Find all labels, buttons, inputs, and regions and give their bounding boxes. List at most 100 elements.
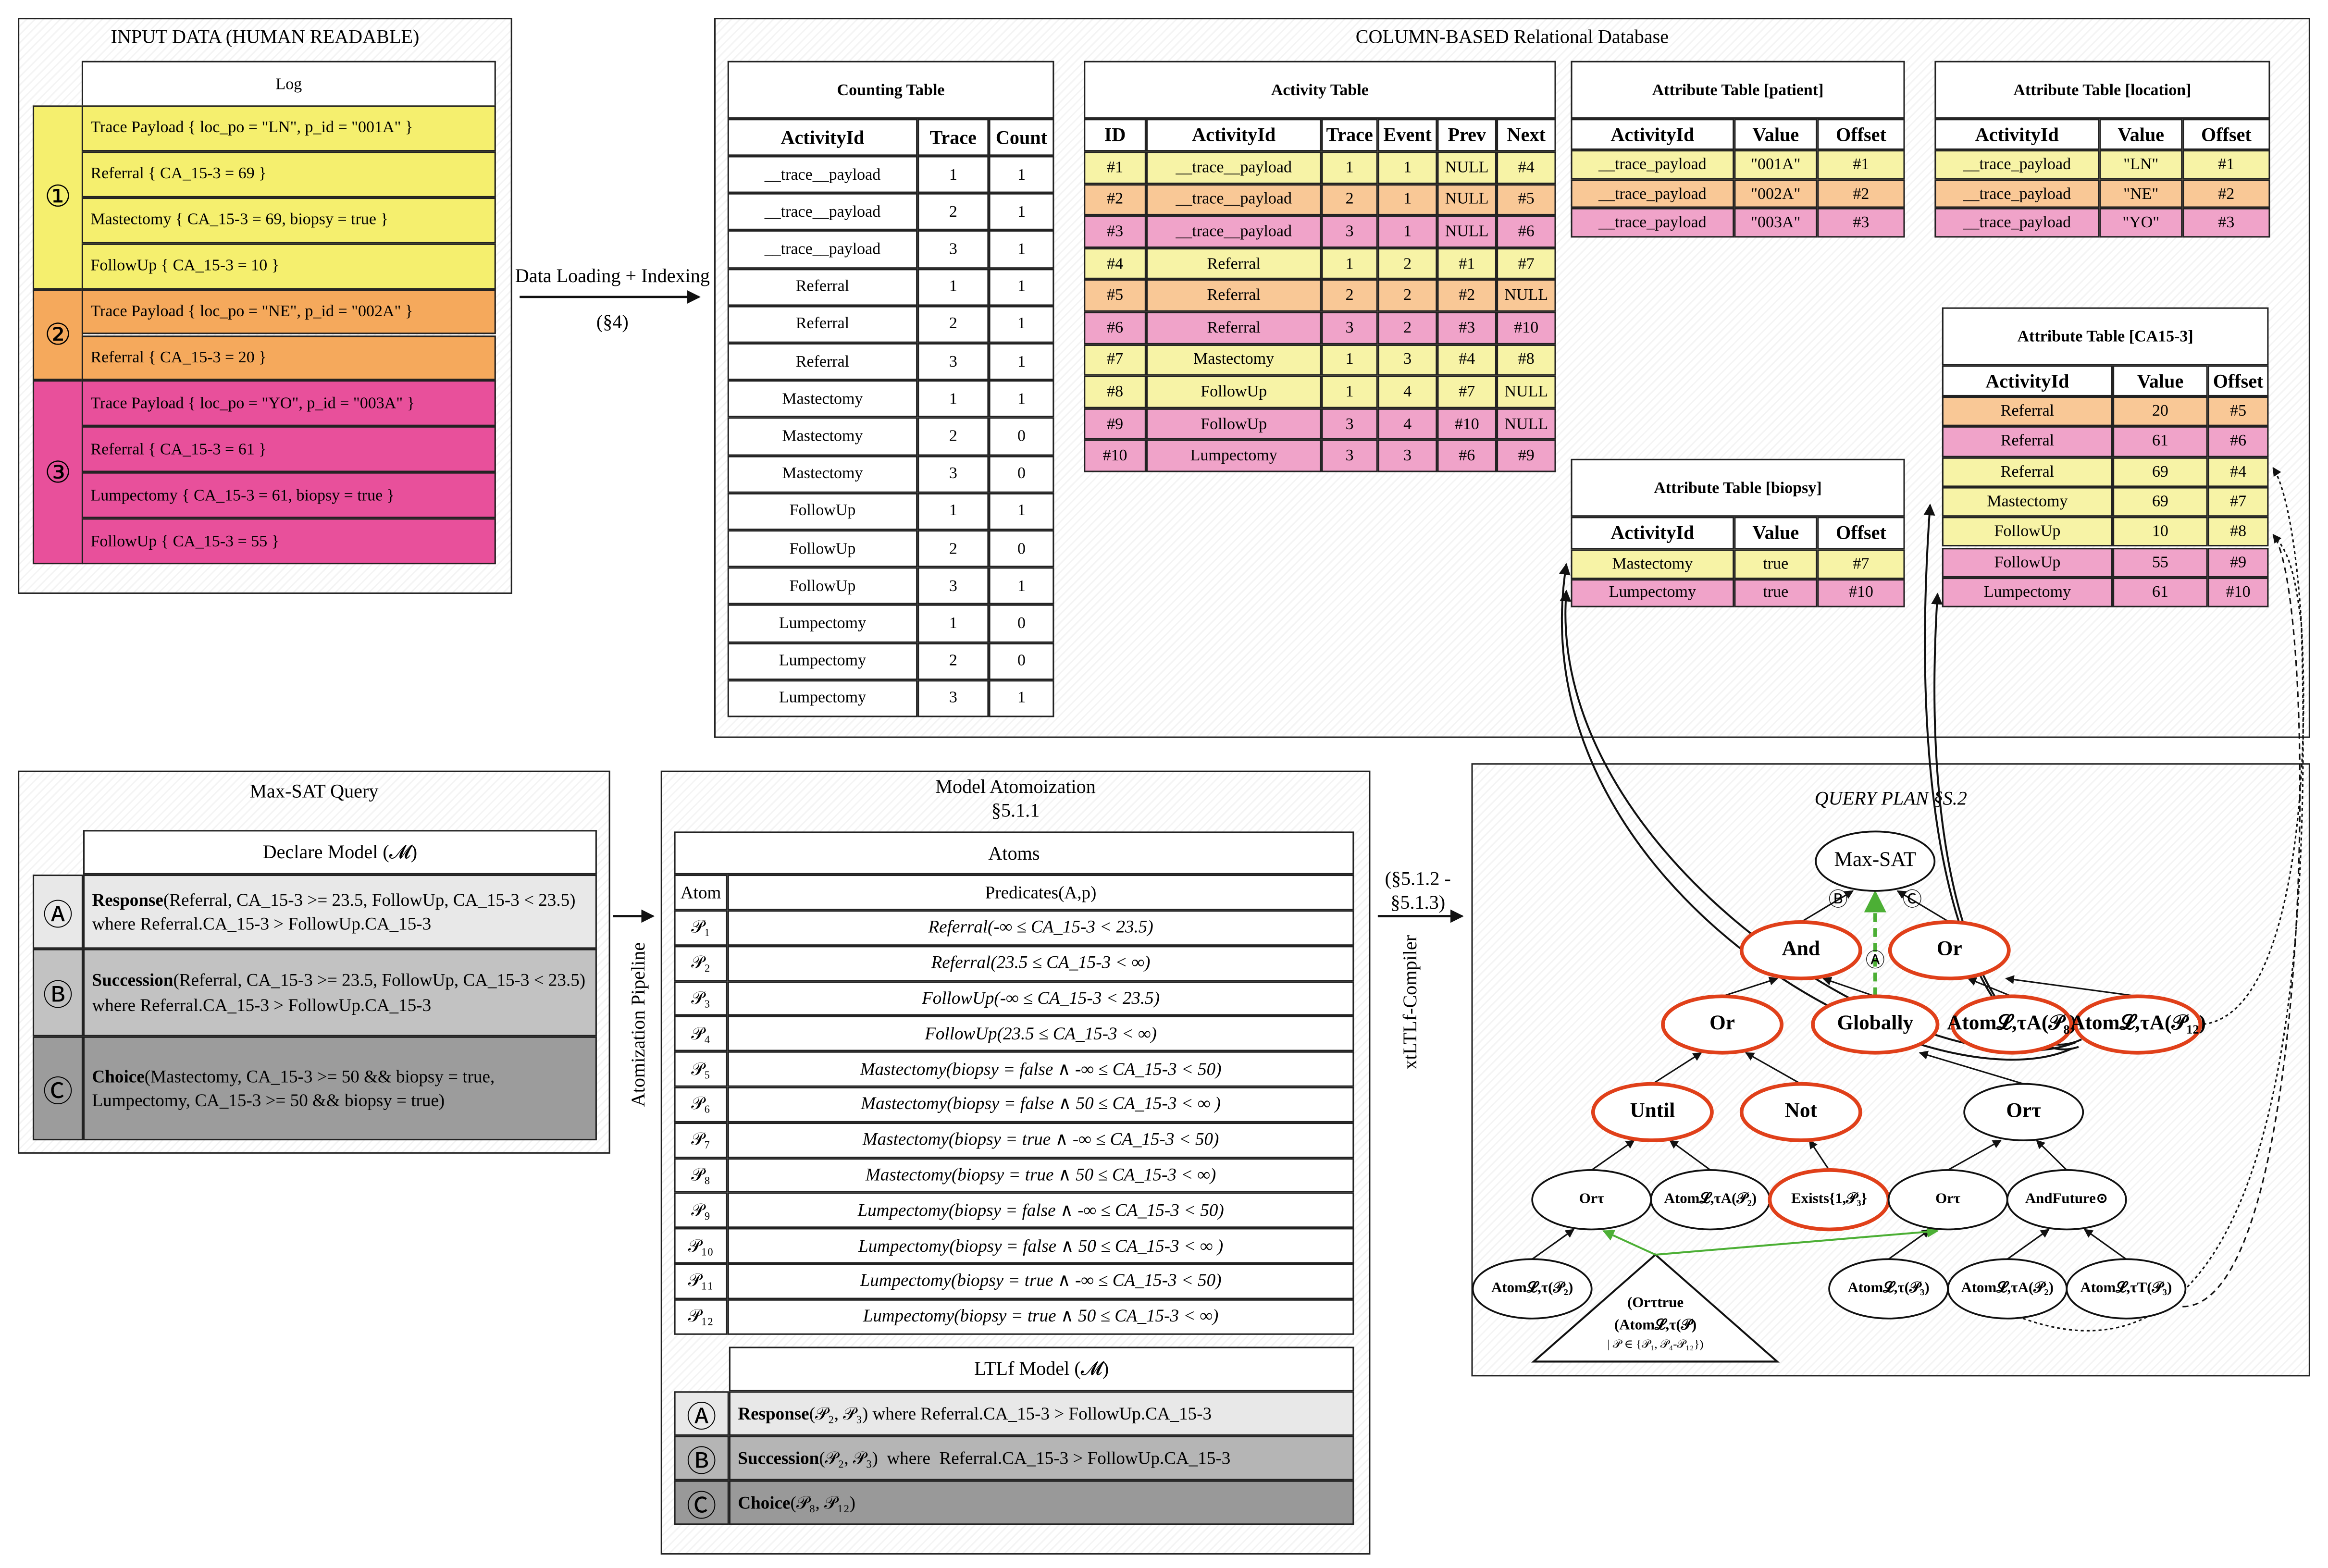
table-cell: 1 (1321, 376, 1378, 408)
table-cell: NULL (1437, 183, 1497, 216)
table-cell: #1 (1437, 247, 1497, 280)
table-cell: 69 (2113, 487, 2208, 517)
table-cell: 2 (1377, 247, 1437, 280)
plan-edge (1808, 1139, 1830, 1171)
table-cell: 3 (917, 567, 989, 605)
table-title: Attribute Table [CA15-3] (1942, 307, 2269, 366)
plan-node (1739, 1082, 1862, 1142)
plan-node (2006, 1169, 2127, 1231)
table-cell: NULL (1437, 151, 1497, 184)
table-cell: NULL (1497, 408, 1556, 440)
plan-node-label: Max-SAT (1834, 848, 1916, 871)
column-header: ActivityId (1571, 119, 1734, 150)
table-cell: #5 (2207, 396, 2269, 427)
table-cell: #3 (1817, 208, 1905, 238)
log-header: Log (81, 61, 496, 107)
table-cell: 2 (917, 530, 989, 568)
table-cell: #1 (2182, 150, 2270, 179)
table-cell: 2 (917, 305, 989, 343)
atom-id: 𝒫₉ (674, 1193, 728, 1228)
table-cell: Mastectomy (727, 418, 918, 456)
atom-predicate: Lumpectomy(biopsy = true ∧ 50 ≤ CA_15-3 … (727, 1299, 1354, 1334)
table-cell: 2 (917, 418, 989, 456)
atom-predicate: Lumpectomy(biopsy = false ∧ -∞ ≤ CA_15-3… (727, 1193, 1354, 1228)
atom-predicate: Mastectomy(biopsy = false ∧ -∞ ≤ CA_15-3… (727, 1051, 1354, 1087)
plan-node-label: Or (1709, 1011, 1735, 1034)
row-label: Ⓐ (32, 874, 84, 949)
constraint-name: Response (92, 889, 163, 910)
group-label: ③ (32, 381, 84, 565)
row-label: Ⓑ (32, 949, 84, 1037)
table-cell: Lumpectomy (727, 679, 918, 717)
log-row: Mastectomy { CA_15-3 = 69, biopsy = true… (81, 197, 496, 243)
constraint-name: Succession (92, 970, 173, 991)
table-cell: Lumpectomy (727, 605, 918, 642)
column-header: Offset (1817, 517, 1905, 550)
table-cell: 61 (2113, 426, 2208, 457)
table-cell: Mastectomy (727, 380, 918, 418)
table-cell: 1 (917, 268, 989, 306)
table-cell: __trace_payload (1571, 150, 1734, 179)
table-cell: 3 (1321, 440, 1378, 472)
plan-node-label: Orτ (1935, 1190, 1960, 1207)
log-row: Referral { CA_15-3 = 20 } (81, 334, 496, 381)
table-cell: NULL (1437, 215, 1497, 248)
log-row: Referral { CA_15-3 = 69 } (81, 151, 496, 198)
plan-node-label: Atom𝓛,τA(𝒫₂) (1961, 1279, 2053, 1296)
table-cell: 2 (917, 642, 989, 680)
table-cell: Referral (1146, 311, 1322, 344)
table-cell: #7 (1817, 549, 1905, 579)
table-cell: NULL (1497, 376, 1556, 408)
table-cell: FollowUp (1942, 547, 2113, 578)
plan-node (2066, 1258, 2187, 1320)
table-cell: true (1734, 578, 1818, 607)
plan-edge (1591, 1139, 1635, 1171)
plan-node-label: Exists{1,𝒫₃} (1791, 1190, 1867, 1207)
atom-id: 𝒫₁₂ (674, 1299, 728, 1334)
column-header: Value (1734, 119, 1818, 150)
table-cell: #4 (1084, 247, 1146, 280)
table-cell: __trace_payload (1934, 150, 2100, 179)
plan-edge (1919, 1050, 2024, 1085)
row-label: Ⓒ (674, 1480, 729, 1525)
atom-predicate: FollowUp(23.5 ≤ CA_15-3 < ∞) (727, 1016, 1354, 1052)
table-title: Counting Table (727, 61, 1054, 119)
group-node-label: | 𝒫 ∈ {𝒫₁, 𝒫₄-𝒫₁₂}) (1608, 1338, 1704, 1351)
column-header: Predicates(A,p) (727, 874, 1354, 911)
table-header: Declare Model (𝓜) (83, 830, 597, 875)
plan-node (1739, 920, 1862, 981)
table-cell: #2 (1817, 179, 1905, 209)
table-cell: __trace__payload (727, 231, 918, 268)
table-cell: Referral (1942, 457, 2113, 487)
constraint-name: Choice (738, 1491, 791, 1513)
plan-edge (2006, 1229, 2050, 1260)
table-cell: Referral (727, 305, 918, 343)
table-cell: 3 (917, 455, 989, 493)
group-label: ① (32, 105, 84, 289)
table-cell: 2 (917, 193, 989, 231)
column-header: Next (1497, 119, 1556, 152)
plan-edge (1652, 1052, 1702, 1085)
table-cell: 3 (1377, 344, 1437, 376)
table-cell: 69 (2113, 457, 2208, 487)
table-cell: 1 (989, 193, 1054, 231)
constraint-name: Succession (738, 1447, 819, 1468)
link-arrow (2011, 534, 2304, 1332)
constraint-text: (Referral, CA_15-3 >= 23.5, FollowUp, CA… (92, 970, 586, 1015)
table-cell: "001A" (1734, 150, 1818, 179)
link-arrow (1560, 590, 2076, 1052)
table-cell: 4 (1377, 376, 1437, 408)
table-cell: true (1734, 549, 1818, 579)
table-cell: #1 (1817, 150, 1905, 179)
plan-edge (1745, 1052, 1802, 1085)
table-cell: 1 (989, 380, 1054, 418)
table-cell: 0 (989, 530, 1054, 568)
declare-row: Succession(Referral, CA_15-3 >= 23.5, Fo… (83, 949, 597, 1037)
table-cell: "YO" (2099, 208, 2183, 238)
plan-node-label: Or (1937, 937, 1962, 960)
plan-edge (1669, 1139, 1711, 1171)
constraint-text: (Referral, CA_15-3 >= 23.5, FollowUp, CA… (92, 889, 576, 934)
table-cell: #7 (2207, 487, 2269, 517)
table-cell: #4 (1497, 151, 1556, 184)
table-cell: 3 (917, 231, 989, 268)
